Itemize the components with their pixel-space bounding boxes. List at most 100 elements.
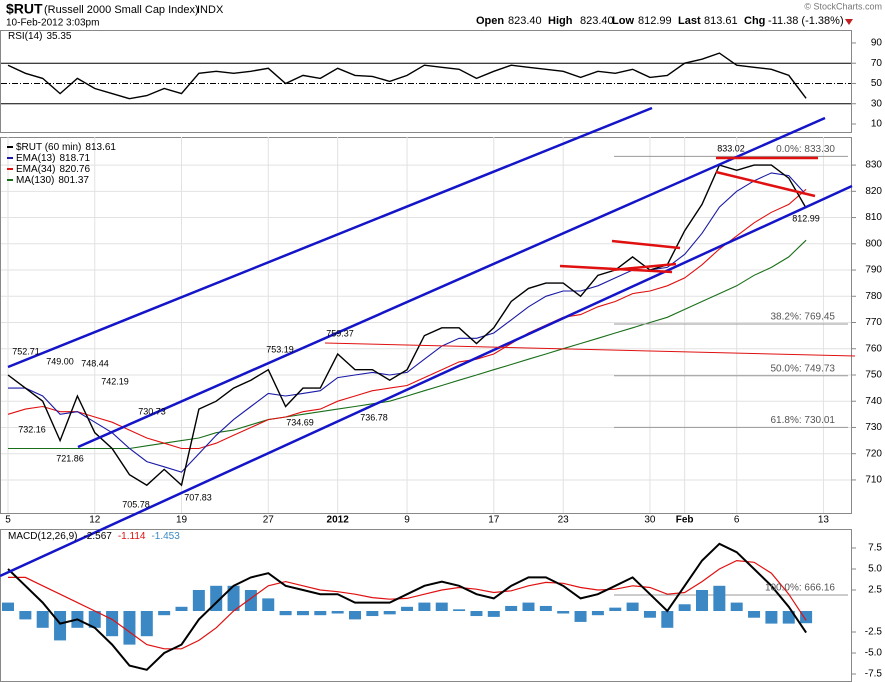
price-annotation: 749.00: [46, 356, 74, 366]
flag-line: [715, 170, 816, 198]
series-line: [7, 188, 807, 450]
legend-entry: EMA(13) 818.71: [16, 153, 90, 164]
histogram-bar: [2, 602, 14, 611]
histogram-bar: [19, 610, 32, 620]
quote-label: High: [548, 15, 573, 27]
y-tick-label: 7.5: [868, 543, 882, 554]
histogram-bar: [557, 610, 570, 614]
y-tick-label: 710: [865, 475, 882, 486]
histogram-bar: [678, 604, 691, 611]
price-annotation: 736.78: [360, 412, 388, 422]
histogram-bar: [609, 607, 622, 611]
fib-label: 100.0%: 666.16: [765, 583, 835, 594]
date: 10-Feb-2012 3:03pm: [6, 18, 99, 29]
y-tick-label: 810: [865, 212, 882, 223]
histogram-bar: [140, 610, 153, 637]
legend-value: -1.453: [151, 531, 180, 542]
flag-line: [611, 239, 681, 250]
y-tick-label: -7.5: [865, 669, 883, 680]
histogram-bar: [88, 610, 101, 628]
legend-name: MA(130): [16, 175, 54, 186]
legend-name: EMA(34): [16, 164, 55, 175]
x-tick-label: 30: [644, 515, 656, 526]
price-annotation: 742.19: [101, 376, 129, 386]
quote-value: -11.38 (-1.38%): [768, 15, 844, 27]
y-tick-label: 770: [865, 317, 882, 328]
legend-value: 820.76: [59, 164, 90, 175]
y-tick-label: 720: [865, 448, 882, 459]
histogram-bar: [279, 610, 292, 616]
histogram-bar: [643, 610, 656, 618]
y-tick-label: 750: [865, 370, 882, 381]
legend-name: RSI(14): [8, 31, 42, 42]
quote-label: Open: [476, 15, 504, 27]
legend-value: 818.71: [59, 153, 90, 164]
fib-label: 0.0%: 833.30: [776, 144, 835, 155]
legend-value: 813.61: [85, 142, 116, 153]
histogram-bar: [748, 610, 761, 618]
histogram-bar: [418, 602, 431, 611]
histogram-bar: [435, 602, 448, 611]
y-tick-label: 50: [871, 78, 883, 89]
quote-value: 813.61: [704, 15, 738, 27]
histogram-bar: [505, 605, 518, 611]
histogram-bar: [539, 605, 552, 611]
histogram-bar: [453, 609, 466, 611]
histogram-bar: [349, 610, 361, 620]
quote-value: 823.40: [580, 15, 614, 27]
y-tick-label: 90: [871, 38, 883, 49]
price-panel: [0, 137, 852, 514]
exchange: INDX: [197, 4, 224, 16]
histogram-bar: [227, 585, 240, 611]
x-tick-label: Feb: [676, 515, 694, 526]
legend-name: MACD(12,26,9): [8, 531, 77, 542]
legend-name: $RUT (60 min): [16, 142, 81, 153]
channel-middle: [77, 116, 826, 449]
fib-label: 61.8%: 730.01: [771, 415, 836, 426]
series-line: [8, 239, 807, 450]
signal-line: [8, 559, 807, 650]
copyright: © StockCharts.com: [804, 1, 882, 11]
histogram-bar: [574, 610, 587, 622]
x-tick-label: 13: [818, 515, 830, 526]
flag-line: [611, 262, 677, 272]
x-tick-label: 9: [404, 515, 410, 526]
price-annotation: 707.83: [184, 492, 212, 502]
histogram-bar: [366, 610, 379, 617]
histogram-bar: [331, 610, 344, 614]
price-annotation: 732.16: [18, 424, 46, 434]
series-line: [7, 52, 807, 100]
channel-upper: [7, 106, 653, 369]
histogram-bar: [106, 610, 119, 637]
rsi-legend: RSI(14) 35.35: [8, 31, 72, 42]
price-annotation: 833.02: [717, 143, 745, 153]
y-tick-label: 30: [871, 98, 883, 109]
series-line: [7, 164, 807, 487]
legend-entry: MA(130) 801.37: [16, 175, 89, 186]
histogram-bar: [54, 610, 67, 641]
histogram-bar: [730, 602, 743, 611]
histogram-bar: [36, 610, 49, 628]
fib-label: 38.2%: 769.45: [771, 312, 836, 323]
y-tick-label: 760: [865, 343, 882, 354]
y-tick-label: 740: [865, 396, 882, 407]
macd-line: [7, 542, 807, 671]
histogram-bar: [244, 589, 257, 611]
legend-name: EMA(13): [16, 153, 55, 164]
histogram-bar: [696, 589, 708, 611]
histogram-bar: [296, 610, 309, 616]
legend-value: 35.35: [46, 31, 71, 42]
histogram-bar: [262, 598, 275, 611]
histogram-bar: [314, 610, 327, 616]
fib-label: 50.0%: 749.73: [771, 363, 836, 374]
price-annotation: 748.44: [81, 358, 109, 368]
histogram-bar: [626, 602, 639, 611]
quote-label: Last: [678, 15, 701, 27]
histogram-bar: [522, 602, 535, 611]
y-tick-label: -5.0: [865, 648, 883, 659]
histogram-bar: [661, 610, 674, 628]
histogram-bar: [800, 610, 813, 624]
legend-swatch: [7, 168, 13, 170]
quote-value: 823.40: [508, 15, 542, 27]
x-tick-label: 12: [89, 515, 101, 526]
